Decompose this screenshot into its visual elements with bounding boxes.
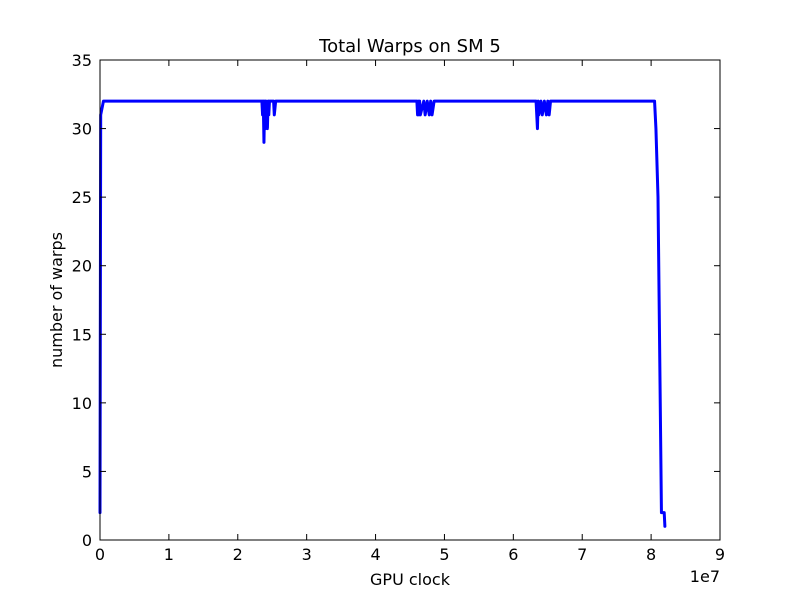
series-layer (98, 99, 667, 528)
y-tick-label: 10 (72, 394, 92, 413)
plot-background (100, 60, 720, 540)
x-tick-label: 8 (646, 545, 656, 564)
x-tick-label: 4 (370, 545, 380, 564)
x-tick-label: 6 (508, 545, 518, 564)
x-tick-label: 9 (715, 545, 725, 564)
y-tick-label: 35 (72, 51, 92, 70)
x-tick-label: 7 (577, 545, 587, 564)
x-axis-offset-label: 1e7 (690, 567, 720, 586)
y-tick-label: 20 (72, 257, 92, 276)
y-tick-label: 25 (72, 188, 92, 207)
x-axis-label: GPU clock (370, 570, 451, 589)
x-tick-label: 5 (439, 545, 449, 564)
x-tick-label: 1 (164, 545, 174, 564)
y-tick-label: 0 (82, 531, 92, 550)
x-tick-label: 0 (95, 545, 105, 564)
series-line-0 (98, 99, 667, 528)
plot-area (100, 60, 720, 540)
y-tick-label: 30 (72, 120, 92, 139)
y-tick-label: 15 (72, 325, 92, 344)
axes-frame (99, 59, 721, 541)
chart-title: Total Warps on SM 5 (318, 36, 501, 57)
axes-spines (99, 59, 721, 541)
x-tick-label: 2 (233, 545, 243, 564)
x-tick-label: 3 (302, 545, 312, 564)
y-axis-label: number of warps (47, 232, 66, 368)
y-axis: 0 5 10 15 20 25 30 35 (72, 51, 720, 550)
x-axis: 0 1 2 3 4 5 6 7 8 9 (95, 60, 725, 564)
y-tick-label: 5 (82, 462, 92, 481)
